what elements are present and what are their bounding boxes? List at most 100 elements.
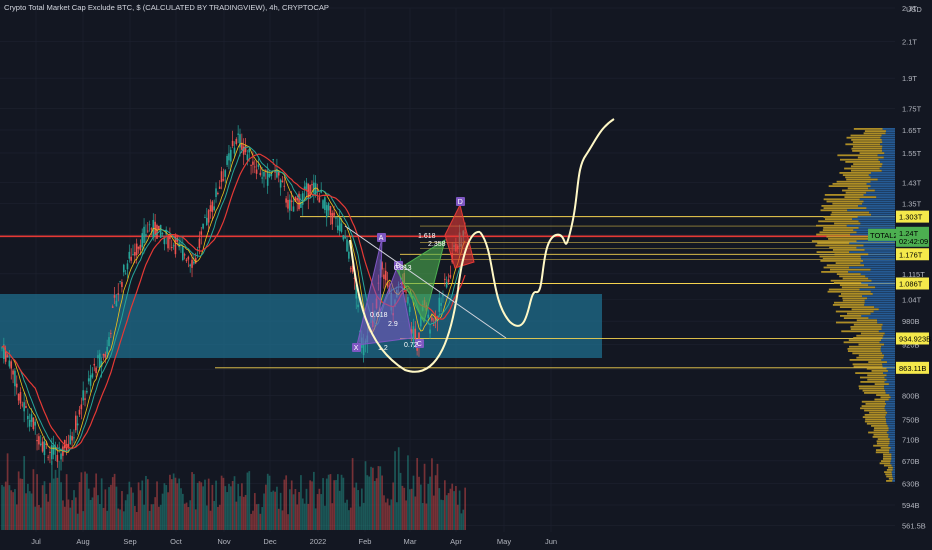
candle-body bbox=[292, 206, 295, 212]
candle-body bbox=[169, 235, 171, 240]
volume-bar bbox=[182, 493, 184, 530]
volume-bar bbox=[274, 491, 276, 530]
candle-body bbox=[383, 274, 385, 279]
volume-bar bbox=[159, 504, 162, 530]
volume-profile-bar-value-area bbox=[858, 205, 895, 207]
volume-bar bbox=[394, 451, 396, 530]
volume-bar bbox=[462, 509, 465, 530]
volume-bar bbox=[95, 473, 97, 530]
volume-profile-bar-value-area bbox=[883, 334, 895, 337]
time-axis[interactable]: Jul Aug Sep Oct Nov Dec 2022 Feb Mar Apr May Jun bbox=[31, 537, 557, 546]
volume-profile-bar-value-area bbox=[884, 407, 895, 410]
volume-profile-bar bbox=[838, 295, 863, 297]
pattern-point-marker bbox=[415, 339, 424, 348]
volume-bar bbox=[41, 485, 44, 530]
candle-body bbox=[170, 246, 173, 248]
volume-bar bbox=[17, 471, 20, 530]
volume-bar bbox=[97, 495, 99, 530]
volume-profile-bar-value-area bbox=[870, 290, 895, 293]
candle-body bbox=[336, 225, 339, 231]
time-tick-label: Jul bbox=[31, 537, 41, 546]
candle-body bbox=[407, 297, 409, 304]
price-tick-label: 1.04T bbox=[902, 295, 922, 304]
volume-bar bbox=[407, 455, 409, 530]
candle-body bbox=[231, 140, 234, 147]
volume-bar bbox=[139, 490, 142, 530]
volume-bar bbox=[298, 492, 300, 530]
volume-bar bbox=[86, 473, 88, 530]
volume-bar bbox=[128, 481, 131, 530]
volume-bar bbox=[87, 488, 90, 530]
volume-profile-bar bbox=[860, 332, 885, 335]
candle-body bbox=[226, 155, 228, 165]
volume-bar bbox=[456, 504, 459, 530]
time-tick-label: 2022 bbox=[310, 537, 327, 546]
level-badge-label: 863.11B bbox=[899, 364, 926, 373]
candle-body bbox=[217, 192, 219, 194]
candle-body bbox=[23, 402, 25, 412]
volume-profile-bar bbox=[834, 301, 865, 304]
candle-body bbox=[277, 171, 280, 176]
volume-bar bbox=[122, 511, 125, 530]
candle-body bbox=[228, 153, 230, 161]
candle-body bbox=[270, 173, 273, 176]
volume-bar bbox=[324, 505, 326, 530]
candle-body bbox=[172, 245, 175, 247]
volume-profile-bar bbox=[875, 449, 890, 451]
candle-body bbox=[174, 236, 177, 255]
volume-profile-bar-value-area bbox=[861, 315, 895, 317]
pattern-label: 2.9 bbox=[388, 321, 398, 328]
volume-bar bbox=[305, 488, 308, 530]
volume-bar bbox=[121, 491, 123, 530]
volume-profile-bar-value-area bbox=[870, 172, 895, 174]
volume-bars bbox=[1, 447, 466, 530]
volume-profile-bar bbox=[850, 134, 882, 137]
volume-profile-bar-value-area bbox=[886, 361, 895, 363]
volume-profile-bar-value-area bbox=[848, 271, 895, 273]
candle-body bbox=[95, 367, 97, 374]
volume-bar bbox=[34, 506, 37, 530]
candle-body bbox=[17, 393, 20, 401]
candle-body bbox=[215, 188, 217, 197]
candle-body bbox=[444, 278, 446, 280]
volume-profile-bar bbox=[823, 227, 859, 229]
volume-profile-bar bbox=[852, 141, 883, 143]
candle-body bbox=[255, 169, 258, 174]
pattern-point-marker bbox=[456, 197, 465, 206]
candle-body bbox=[28, 420, 31, 427]
volume-profile-bar bbox=[832, 249, 865, 251]
volume-bar bbox=[98, 504, 101, 530]
volume-profile-bar bbox=[883, 455, 892, 458]
candle-body bbox=[272, 159, 275, 161]
volume-profile-bar bbox=[822, 257, 862, 260]
candle-body bbox=[108, 337, 110, 347]
candle-body bbox=[311, 184, 313, 186]
volume-bar bbox=[207, 478, 210, 530]
candle-body bbox=[220, 171, 223, 182]
volume-profile-bar-value-area bbox=[881, 134, 895, 137]
pattern-label: D bbox=[458, 199, 463, 206]
candle-body bbox=[289, 199, 291, 211]
volume-profile-bar-value-area bbox=[887, 370, 895, 372]
volume-profile-bar bbox=[871, 425, 888, 427]
candle-body bbox=[432, 324, 435, 326]
candle-body bbox=[106, 346, 108, 354]
candle-body bbox=[185, 259, 188, 262]
volume-profile-bar bbox=[816, 224, 847, 227]
candle-body bbox=[73, 437, 75, 439]
volume-profile-bar bbox=[859, 152, 885, 154]
candle-body bbox=[325, 205, 328, 218]
volume-profile-bar bbox=[829, 268, 871, 271]
volume-profile-bar-value-area bbox=[881, 139, 895, 141]
volume-bar bbox=[425, 503, 428, 530]
volume-bar bbox=[349, 507, 352, 530]
candle-body bbox=[176, 237, 179, 242]
volume-profile-bar bbox=[874, 398, 889, 401]
volume-bar bbox=[235, 501, 238, 530]
volume-profile-bar bbox=[880, 447, 891, 449]
volume-bar bbox=[333, 480, 335, 530]
volume-bar bbox=[178, 478, 181, 530]
candle-body bbox=[36, 440, 38, 442]
